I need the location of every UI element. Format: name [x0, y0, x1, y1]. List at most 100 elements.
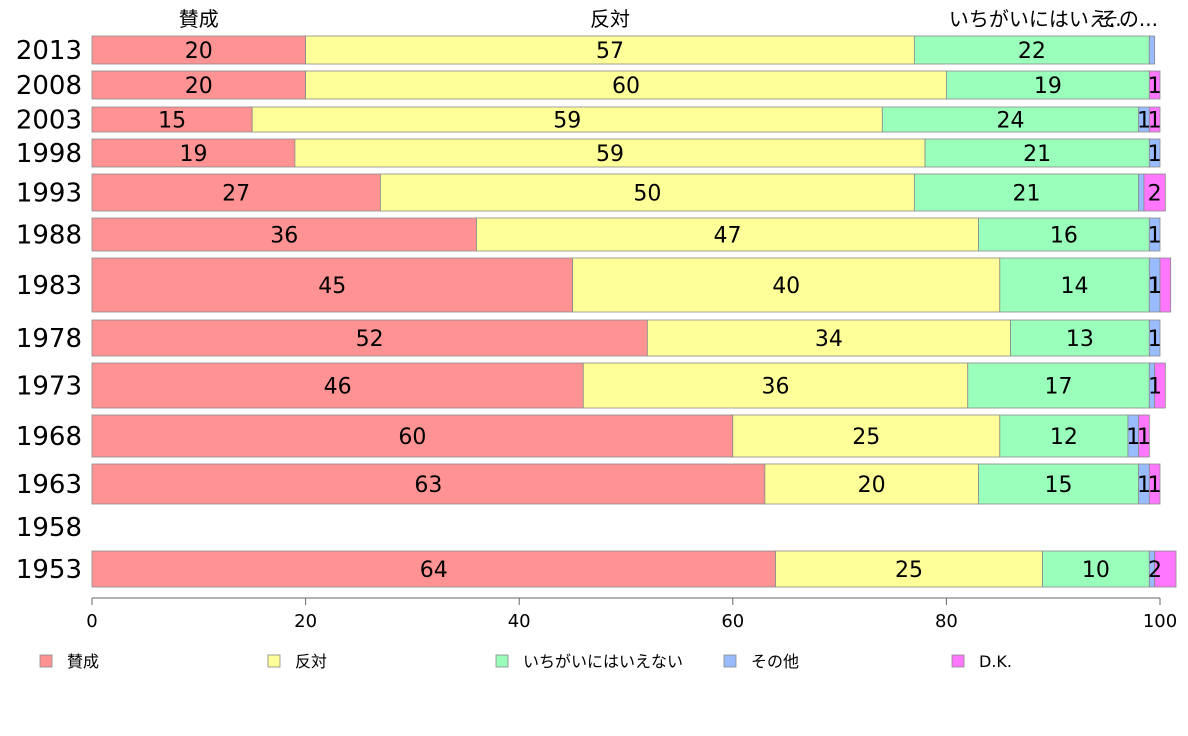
year-tick-label: 1993	[16, 179, 82, 209]
bar-segment	[1138, 414, 1150, 458]
data-label: 25	[852, 425, 880, 450]
bar-segment	[1148, 70, 1161, 100]
bar-segment	[572, 257, 1001, 313]
year-tick-label: 1978	[16, 324, 82, 354]
data-label: 40	[772, 274, 800, 299]
top-series-label: 賛成	[179, 7, 219, 31]
bar-segment	[294, 138, 926, 168]
bar-segment	[582, 362, 969, 409]
legend-label: D.K.	[979, 652, 1012, 671]
data-label: 10	[1082, 558, 1110, 583]
data-label: 2	[1148, 182, 1162, 207]
data-label: 12	[1050, 425, 1078, 450]
bar-segment	[881, 106, 1140, 133]
bar-segment	[1148, 217, 1161, 252]
data-label: 47	[713, 224, 741, 249]
data-label: 60	[612, 74, 640, 99]
bar-segment	[946, 70, 1150, 100]
data-label: 25	[895, 558, 923, 583]
data-label: 24	[996, 109, 1024, 134]
bar-segment	[967, 362, 1150, 409]
data-label: 20	[185, 39, 213, 64]
bar-segment	[476, 217, 979, 252]
data-label: 15	[158, 109, 186, 134]
bar-segment	[978, 217, 1150, 252]
data-label: 1	[1148, 473, 1162, 498]
data-label: 1	[1148, 109, 1162, 134]
data-label: 27	[222, 182, 250, 207]
year-tick-label: 1973	[16, 372, 82, 402]
year-tick-label: 1983	[16, 271, 82, 301]
bar-segment	[775, 550, 1043, 588]
data-label: 1	[1148, 224, 1162, 249]
data-label: 1	[1148, 327, 1162, 352]
year-tick-label: 1963	[16, 470, 82, 500]
top-series-label: いちがいにはいえ...	[949, 7, 1128, 31]
bar-segment	[91, 173, 381, 212]
data-label: 1	[1137, 425, 1151, 450]
bar-segment	[1148, 35, 1156, 65]
bar-segment	[924, 138, 1150, 168]
data-label: 1	[1148, 74, 1162, 99]
data-label: 15	[1045, 473, 1073, 498]
bar-segment	[91, 106, 253, 133]
legend-swatch	[267, 654, 281, 668]
data-label: 46	[324, 375, 352, 400]
year-tick-label: 2013	[16, 36, 82, 66]
year-tick-label: 1958	[16, 513, 82, 543]
bar-segment	[913, 35, 1150, 65]
bar-segment	[1138, 173, 1145, 212]
year-tick-label: 1998	[16, 139, 82, 169]
data-label: 22	[1018, 39, 1046, 64]
x-tick-label: 80	[935, 611, 958, 632]
data-label: 21	[1023, 142, 1051, 167]
bar-segment	[91, 35, 307, 65]
year-tick-label: 1953	[16, 555, 82, 585]
data-label: 1	[1148, 375, 1162, 400]
data-label: 19	[179, 142, 207, 167]
year-tick-label: 2008	[16, 71, 82, 101]
data-label: 59	[553, 109, 581, 134]
bar-segment	[91, 70, 307, 100]
legend-swatch	[723, 654, 737, 668]
bar-segment	[91, 217, 477, 252]
data-label: 36	[762, 375, 790, 400]
bar-segment	[999, 257, 1150, 313]
data-label: 20	[185, 74, 213, 99]
legend-swatch	[951, 654, 965, 668]
top-series-label: その...	[1099, 7, 1158, 31]
bar-segment	[91, 138, 296, 168]
data-label: 59	[596, 142, 624, 167]
legend-label: 賛成	[67, 652, 99, 671]
bar-segment	[646, 319, 1011, 357]
bar-segment	[91, 257, 574, 313]
data-label: 57	[596, 39, 624, 64]
bar-segment	[91, 550, 776, 588]
data-label: 34	[815, 327, 843, 352]
bar-segment	[1148, 106, 1161, 133]
x-tick-label: 100	[1143, 611, 1177, 632]
data-label: 1	[1137, 109, 1151, 134]
data-label: 63	[414, 473, 442, 498]
data-label: 16	[1050, 224, 1078, 249]
data-label: 20	[858, 473, 886, 498]
bar-segment	[999, 414, 1129, 458]
bar-segment	[913, 173, 1140, 212]
bar-segment	[732, 414, 1001, 458]
bar-segment	[1154, 362, 1166, 409]
bar-segment	[379, 173, 915, 212]
x-tick-label: 60	[721, 611, 744, 632]
legend-label: その他	[751, 652, 799, 671]
data-label: 13	[1066, 327, 1094, 352]
bar-segment	[91, 319, 648, 357]
data-label: 36	[270, 224, 298, 249]
bar-segment	[978, 463, 1140, 505]
legend-label: いちがいにはいえない	[523, 652, 683, 671]
data-label: 17	[1045, 375, 1073, 400]
data-label: 64	[420, 558, 448, 583]
data-label: 1	[1148, 274, 1162, 299]
data-label: 60	[398, 425, 426, 450]
bar-segment	[1148, 138, 1161, 168]
bar-segment	[1143, 173, 1166, 212]
